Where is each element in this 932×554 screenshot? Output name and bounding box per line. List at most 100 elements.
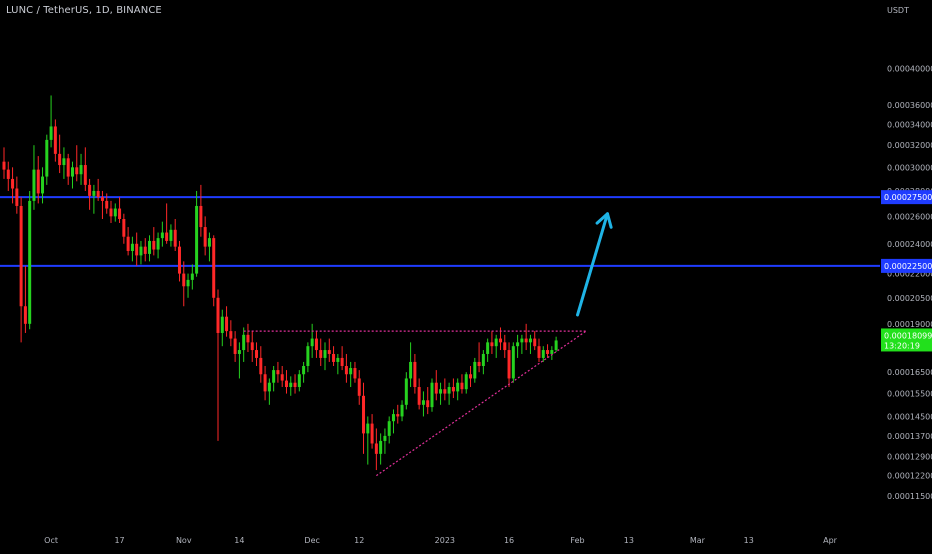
price-tick-label: 0.00024000 <box>887 240 932 249</box>
candle-down <box>126 236 130 251</box>
candle-up <box>447 387 451 394</box>
candle-up <box>481 353 485 366</box>
candle-up <box>409 361 413 379</box>
candle-up <box>306 346 310 366</box>
candle-up <box>336 357 340 362</box>
candle-down <box>293 382 297 388</box>
candle-up <box>494 338 498 347</box>
price-tick-label: 0.00034000 <box>887 120 932 129</box>
candle-down <box>353 368 357 379</box>
candle-up <box>148 240 152 254</box>
triangle-pattern <box>243 330 587 477</box>
candle-up <box>421 400 425 405</box>
time-tick-label: 16 <box>504 536 514 545</box>
candle-up <box>207 238 211 247</box>
candle-down <box>507 350 511 379</box>
price-tick-label: 0.00012900 <box>887 453 932 462</box>
price-tick-label: 0.00014500 <box>887 412 932 421</box>
price-tick-label: 0.00040000 <box>887 65 932 74</box>
price-tick-label: 0.00022000 <box>887 270 932 279</box>
time-tick-label: 12 <box>354 536 364 545</box>
candle-down <box>533 338 537 347</box>
candle-down <box>370 423 374 444</box>
candle-up <box>130 243 134 251</box>
candle-down <box>11 178 15 189</box>
candle-down <box>118 208 122 219</box>
candle-up <box>400 404 404 417</box>
candle-up <box>383 435 387 441</box>
candle-up <box>70 167 74 177</box>
time-tick-label: Mar <box>690 536 706 545</box>
candle-up <box>486 342 490 354</box>
candle-down <box>100 197 104 201</box>
candle-down <box>263 374 267 392</box>
candle-down <box>443 389 447 394</box>
candle-up <box>541 350 545 358</box>
level-price-tag-text: 0.00022500 <box>884 262 932 271</box>
candle-down <box>199 205 203 228</box>
candle-down <box>490 342 494 347</box>
candle-up <box>220 316 224 333</box>
candle-down <box>96 190 100 198</box>
candle-down <box>344 365 348 375</box>
candle-down <box>23 306 27 324</box>
candle-up <box>92 190 96 196</box>
level-price-tag <box>881 258 932 273</box>
candle-down <box>327 350 331 354</box>
candle-up <box>439 389 443 394</box>
candle-up <box>302 365 306 375</box>
candle-up <box>41 176 45 194</box>
candle-down <box>216 297 220 333</box>
candle-up <box>156 238 160 250</box>
candle-down <box>173 229 177 247</box>
candle-down <box>314 338 318 351</box>
bar-countdown-text: 13:20:19 <box>884 341 920 350</box>
candle-down <box>19 205 23 307</box>
candle-down <box>469 374 473 379</box>
candle-up <box>139 246 143 256</box>
price-tick-label: 0.00013700 <box>887 432 932 441</box>
price-tick-label: 0.00019000 <box>887 320 932 329</box>
price-axis[interactable]: USDT 0.00040000 0.00036000 0.00034000 0.000… <box>887 6 932 501</box>
candle-down <box>396 414 400 417</box>
candle-down <box>250 342 254 351</box>
candle-down <box>6 169 10 179</box>
triangle-support-line <box>376 330 587 477</box>
time-tick-label: Apr <box>823 536 838 545</box>
time-tick-label: Feb <box>570 536 584 545</box>
candle-up <box>323 350 327 358</box>
candle-down <box>319 350 323 358</box>
candle-down <box>58 153 62 166</box>
candle-down <box>53 126 57 154</box>
time-tick-label: 13 <box>624 536 634 545</box>
candle-down <box>280 374 284 381</box>
price-tick-label: 0.00011500 <box>887 492 932 501</box>
candle-down <box>2 161 6 170</box>
symbol-title[interactable]: LUNC / TetherUS, 1D, BINANCE <box>6 5 162 16</box>
time-tick-label: Dec <box>304 536 319 545</box>
candle-up <box>387 421 391 436</box>
candle-down <box>246 334 250 343</box>
candle-down <box>426 400 430 408</box>
candle-down <box>503 342 507 351</box>
candle-down <box>109 208 113 217</box>
candle-down <box>135 243 139 256</box>
time-tick-label: 14 <box>234 536 244 545</box>
price-tick-label: 0.00032000 <box>887 141 932 150</box>
price-tick-label: 0.00016500 <box>887 368 932 377</box>
price-tick-label: 0.00012200 <box>887 472 932 481</box>
candle-down <box>143 246 147 254</box>
candle-up <box>310 338 314 347</box>
candle-down <box>177 246 181 274</box>
candle-down <box>259 357 263 375</box>
candle-up <box>195 205 199 274</box>
time-tick-label: 13 <box>744 536 754 545</box>
candle-up <box>190 273 194 280</box>
time-axis[interactable]: Oct 17 Nov 14 Dec 12 2023 16 Feb 13 Mar 13 Apr <box>44 536 838 545</box>
candle-down <box>122 218 126 237</box>
candle-down <box>332 353 336 362</box>
